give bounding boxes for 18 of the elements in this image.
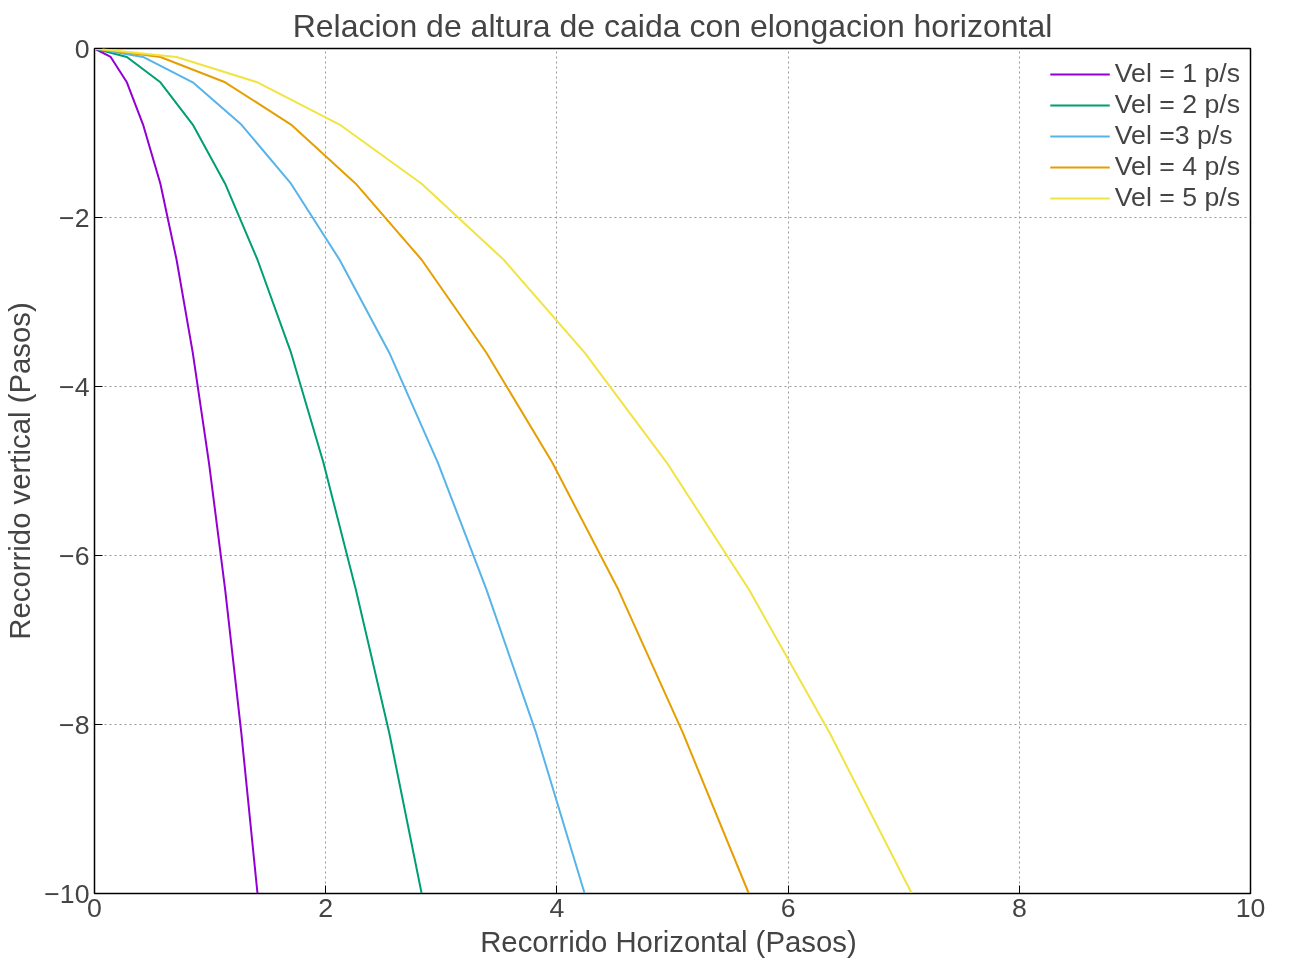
y-tick-label: −8 <box>59 709 90 740</box>
x-tick-label: 2 <box>318 892 334 923</box>
legend-label: Vel = 5 p/s <box>1114 182 1240 213</box>
y-tick-label: −4 <box>59 371 90 402</box>
chart-title: Relacion de altura de caida con elongacion horizontal <box>292 7 1053 44</box>
y-tick-label: −2 <box>59 202 90 233</box>
legend-label: Vel = 4 p/s <box>1114 151 1240 182</box>
y-axis-title: Recorrido vertical (Pasos) <box>3 302 37 640</box>
x-tick-label: 4 <box>549 892 565 923</box>
y-tick-label: −6 <box>59 540 90 571</box>
x-axis-title: Recorrido Horizontal (Pasos) <box>480 924 857 958</box>
x-tick-label: 10 <box>1235 892 1266 923</box>
legend-label: Vel = 1 p/s <box>1114 58 1240 89</box>
y-tick-label: 0 <box>74 33 90 64</box>
legend-label: Vel =3 p/s <box>1114 120 1233 151</box>
legend-label: Vel = 2 p/s <box>1114 89 1240 120</box>
x-tick-label: 8 <box>1011 892 1027 923</box>
x-tick-label: 6 <box>780 892 796 923</box>
